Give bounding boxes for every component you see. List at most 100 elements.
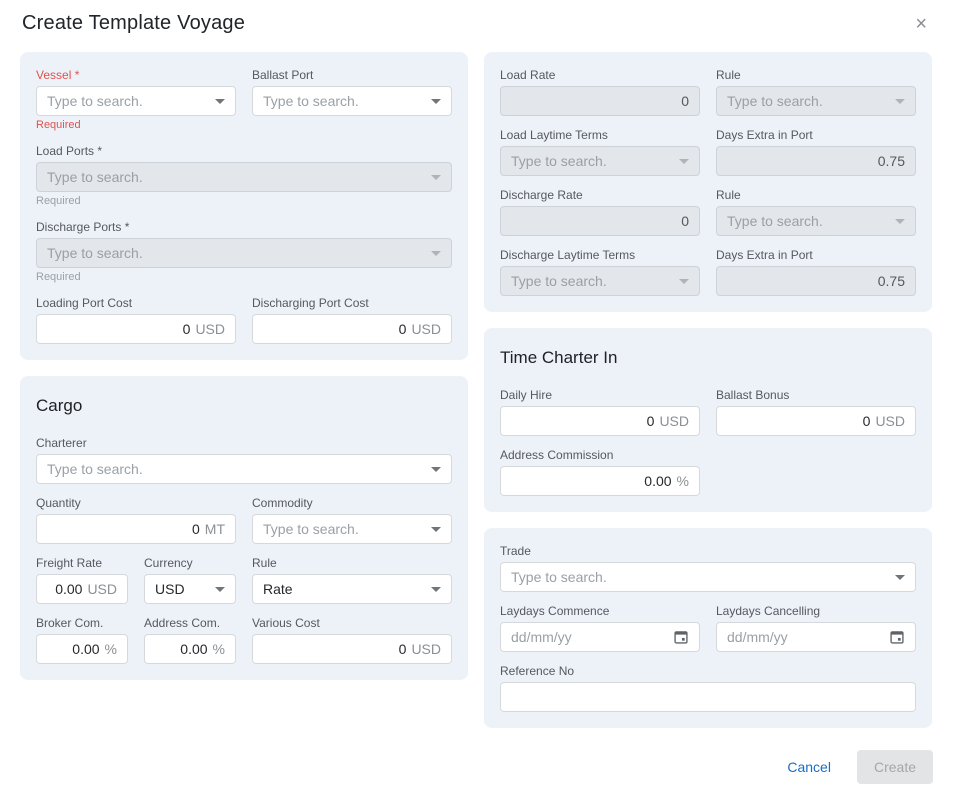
address-commission-input[interactable]: 0.00 % xyxy=(500,466,700,496)
vessel-field: Vessel * Type to search. Required xyxy=(36,68,236,132)
charterer-placeholder: Type to search. xyxy=(47,461,143,477)
discharge-laytime-terms-select: Type to search. xyxy=(500,266,700,296)
cancel-button[interactable]: Cancel xyxy=(787,759,831,775)
quantity-value: 0 xyxy=(191,521,200,537)
trade-select[interactable]: Type to search. xyxy=(500,562,916,592)
freight-rate-label: Freight Rate xyxy=(36,556,103,570)
ballast-port-placeholder: Type to search. xyxy=(263,93,359,109)
load-rule-placeholder: Type to search. xyxy=(727,93,823,109)
discharging-port-cost-input[interactable]: 0 USD xyxy=(252,314,452,344)
discharge-laytime-terms-placeholder: Type to search. xyxy=(511,273,607,289)
discharge-days-extra-input: 0.75 xyxy=(716,266,916,296)
address-com-label: Address Com. xyxy=(144,616,221,630)
load-days-extra-input: 0.75 xyxy=(716,146,916,176)
freight-rate-field: Freight Rate 0.00 USD xyxy=(36,556,128,604)
address-com-field: Address Com. 0.00 % xyxy=(144,616,236,664)
discharge-rule-field: Rule Type to search. xyxy=(716,188,916,236)
load-ports-placeholder: Type to search. xyxy=(47,169,143,185)
broker-com-value: 0.00 xyxy=(72,641,100,657)
calendar-icon[interactable] xyxy=(889,629,905,645)
vessel-label: Vessel * xyxy=(36,68,80,82)
address-commission-label: Address Commission xyxy=(500,448,614,462)
commodity-label: Commodity xyxy=(252,496,313,510)
rule-field: Rule Rate xyxy=(252,556,452,604)
address-com-unit: % xyxy=(212,641,225,657)
ballast-port-select[interactable]: Type to search. xyxy=(252,86,452,116)
close-icon[interactable]: × xyxy=(909,12,933,36)
daily-hire-label: Daily Hire xyxy=(500,388,553,402)
discharge-ports-field: Discharge Ports * Type to search. Requir… xyxy=(36,220,452,284)
chevron-down-icon xyxy=(215,586,225,592)
discharge-laytime-terms-field: Discharge Laytime Terms Type to search. xyxy=(500,248,700,296)
broker-com-field: Broker Com. 0.00 % xyxy=(36,616,128,664)
load-rate-value: 0 xyxy=(681,93,689,109)
calendar-icon[interactable] xyxy=(673,629,689,645)
various-cost-value: 0 xyxy=(398,641,407,657)
address-commission-field: Address Commission 0.00 % xyxy=(500,448,700,496)
ballast-port-label: Ballast Port xyxy=(252,68,314,82)
quantity-label: Quantity xyxy=(36,496,81,510)
load-rate-input: 0 xyxy=(500,86,700,116)
discharge-laytime-terms-label: Discharge Laytime Terms xyxy=(500,248,636,262)
discharge-ports-required-helper: Required xyxy=(36,271,81,283)
voyage-panel: Vessel * Type to search. Required Ballas… xyxy=(20,52,468,360)
load-laytime-terms-placeholder: Type to search. xyxy=(511,153,607,169)
trade-panel: Trade Type to search. Laydays Commence d… xyxy=(484,528,932,728)
load-laytime-terms-select: Type to search. xyxy=(500,146,700,176)
load-rate-field: Load Rate 0 xyxy=(500,68,700,116)
ballast-bonus-label: Ballast Bonus xyxy=(716,388,790,402)
dialog-title: Create Template Voyage xyxy=(22,12,246,34)
chevron-down-icon xyxy=(215,98,225,104)
chevron-down-icon xyxy=(895,218,905,224)
laydays-commence-placeholder: dd/mm/yy xyxy=(511,629,572,645)
loading-port-cost-input[interactable]: 0 USD xyxy=(36,314,236,344)
quantity-input[interactable]: 0 MT xyxy=(36,514,236,544)
create-button: Create xyxy=(856,750,933,784)
daily-hire-input[interactable]: 0 USD xyxy=(500,406,700,436)
address-com-input[interactable]: 0.00 % xyxy=(144,634,236,664)
load-ports-field: Load Ports * Type to search. Required xyxy=(36,144,452,208)
various-cost-input[interactable]: 0 USD xyxy=(252,634,452,664)
discharge-rate-field: Discharge Rate 0 xyxy=(500,188,700,236)
trade-label: Trade xyxy=(500,544,531,558)
quantity-field: Quantity 0 MT xyxy=(36,496,236,544)
ballast-bonus-value: 0 xyxy=(862,413,871,429)
broker-com-unit: % xyxy=(104,641,117,657)
ballast-bonus-input[interactable]: 0 USD xyxy=(716,406,916,436)
chevron-down-icon xyxy=(431,250,441,256)
loading-port-cost-unit: USD xyxy=(195,321,225,337)
discharging-port-cost-value: 0 xyxy=(398,321,407,337)
cargo-panel: Cargo Charterer Type to search. Quantity xyxy=(20,376,468,680)
currency-select[interactable]: USD xyxy=(144,574,236,604)
discharge-rule-select: Type to search. xyxy=(716,206,916,236)
discharge-days-extra-value: 0.75 xyxy=(877,273,905,289)
chevron-down-icon xyxy=(895,98,905,104)
laydays-commence-input[interactable]: dd/mm/yy xyxy=(500,622,700,652)
various-cost-unit: USD xyxy=(411,641,441,657)
load-days-extra-field: Days Extra in Port 0.75 xyxy=(716,128,916,176)
time-charter-in-heading: Time Charter In xyxy=(500,348,618,367)
dialog-footer: Cancel Create xyxy=(0,728,955,784)
charterer-label: Charterer xyxy=(36,436,87,450)
laydays-commence-label: Laydays Commence xyxy=(500,604,610,618)
ballast-port-field: Ballast Port Type to search. xyxy=(252,68,452,116)
quantity-unit: MT xyxy=(204,521,225,537)
loading-port-cost-label: Loading Port Cost xyxy=(36,296,133,310)
commodity-select[interactable]: Type to search. xyxy=(252,514,452,544)
right-column: Load Rate 0 Rule Type to search. xyxy=(484,52,932,728)
chevron-down-icon xyxy=(679,158,689,164)
reference-no-input[interactable] xyxy=(500,682,916,712)
reference-no-field: Reference No xyxy=(500,664,916,712)
laydays-cancelling-input[interactable]: dd/mm/yy xyxy=(716,622,916,652)
charterer-select[interactable]: Type to search. xyxy=(36,454,452,484)
vessel-select[interactable]: Type to search. xyxy=(36,86,236,116)
rule-select[interactable]: Rate xyxy=(252,574,452,604)
discharge-ports-placeholder: Type to search. xyxy=(47,245,143,261)
rates-panel: Load Rate 0 Rule Type to search. xyxy=(484,52,932,312)
ballast-bonus-unit: USD xyxy=(875,413,905,429)
broker-com-input[interactable]: 0.00 % xyxy=(36,634,128,664)
freight-rate-input[interactable]: 0.00 USD xyxy=(36,574,128,604)
address-commission-value: 0.00 xyxy=(644,473,672,489)
discharge-days-extra-field: Days Extra in Port 0.75 xyxy=(716,248,916,296)
